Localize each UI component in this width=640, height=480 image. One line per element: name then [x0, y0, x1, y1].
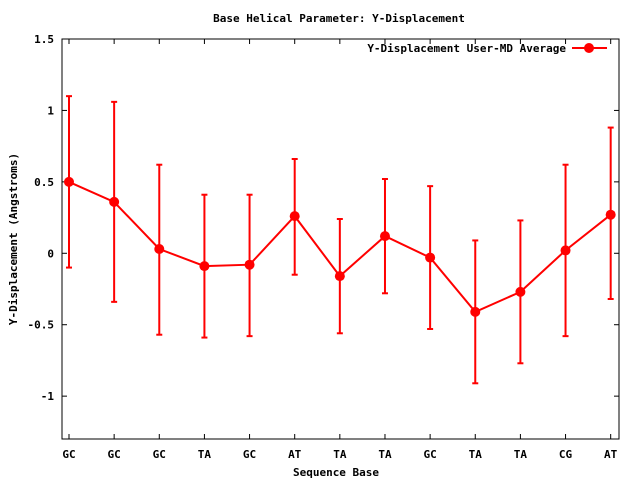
chart-title: Base Helical Parameter: Y-Displacement [213, 12, 465, 25]
x-tick-label: TA [469, 448, 483, 461]
legend-label: Y-Displacement User-MD Average [367, 42, 566, 55]
plot-frame [61, 38, 620, 440]
y-tick-label: 0.5 [34, 176, 54, 189]
x-tick-label: TA [198, 448, 212, 461]
y-tick-label: -1 [41, 390, 55, 403]
axes: -1 -0.5 0 0.5 1 1.5 GC GC GC TA GC AT TA TA GC TA TA CG AT [28, 33, 619, 461]
y-axis-title: Y-Displacement (Angstroms) [7, 153, 20, 325]
data-point [334, 271, 345, 282]
x-axis-title: Sequence Base [293, 466, 379, 479]
x-tick-label: GC [62, 448, 75, 461]
data-point [470, 306, 481, 317]
x-tick-label: CG [559, 448, 573, 461]
x-tick-label: TA [514, 448, 528, 461]
x-tick-label: AT [604, 448, 618, 461]
x-tick-label: GC [153, 448, 166, 461]
legend: Y-Displacement User-MD Average [367, 42, 607, 55]
x-tick-label: TA [378, 448, 392, 461]
data-point [379, 231, 390, 242]
data-point [515, 286, 526, 297]
series-layer [64, 95, 616, 385]
data-point [199, 261, 210, 272]
y-tick-label: -0.5 [28, 319, 55, 332]
data-point [109, 196, 120, 207]
x-tick-label: GC [423, 448, 436, 461]
x-tick-label: GC [108, 448, 121, 461]
x-tick-label: GC [243, 448, 256, 461]
data-point [425, 252, 436, 263]
data-point [605, 209, 616, 220]
data-point [560, 245, 571, 256]
x-tick-label: TA [333, 448, 347, 461]
data-point [154, 244, 165, 254]
data-point [244, 259, 255, 270]
y-tick-label: 0 [47, 247, 54, 260]
y-tick-label: 1 [47, 104, 54, 117]
x-tick-label: AT [288, 448, 302, 461]
data-point [289, 211, 300, 222]
data-point [64, 176, 74, 187]
y-tick-label: 1.5 [34, 33, 54, 46]
legend-marker [584, 43, 594, 53]
